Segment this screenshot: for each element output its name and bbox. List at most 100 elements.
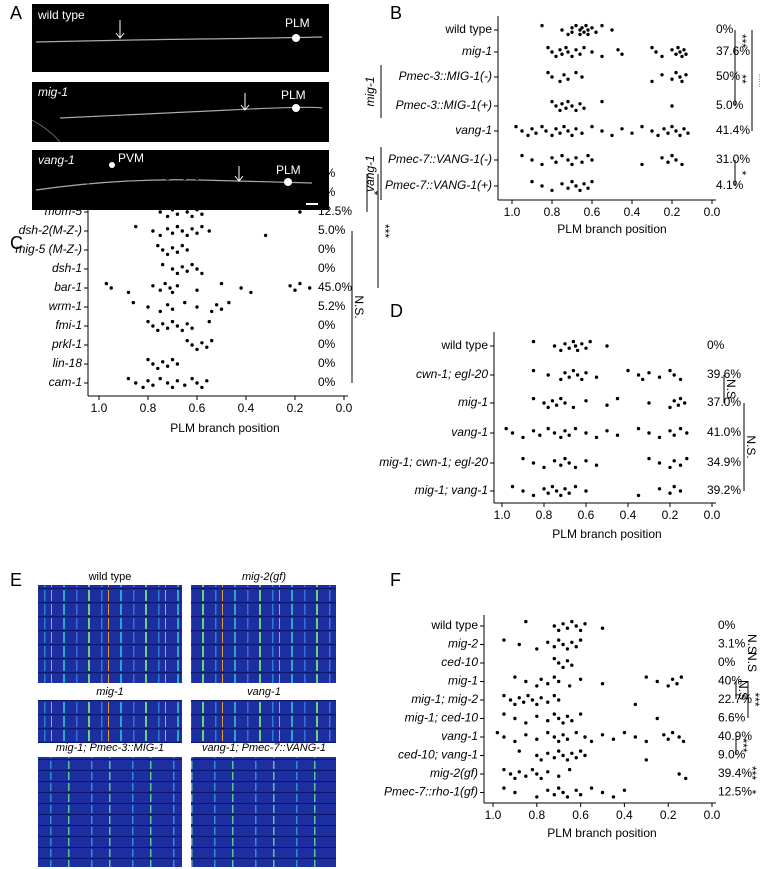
- data-dot: [195, 195, 199, 200]
- data-dot: [570, 619, 574, 624]
- data-dot: [552, 344, 557, 348]
- data-dot: [578, 628, 583, 633]
- percent-label: 31.0%: [716, 152, 750, 166]
- data-dot: [630, 131, 634, 135]
- significance-label: N.S: [724, 379, 738, 399]
- data-dot: [675, 682, 679, 686]
- x-tick-label: 0.8: [140, 401, 157, 415]
- data-dot: [586, 153, 590, 158]
- panel-letter: B: [390, 3, 402, 23]
- data-dot: [666, 131, 670, 135]
- data-dot: [540, 184, 544, 188]
- panel-letter: A: [10, 3, 22, 23]
- x-tick-label: 0.8: [536, 508, 553, 522]
- data-dot: [550, 99, 554, 104]
- data-dot: [584, 23, 588, 28]
- data-dot: [546, 45, 550, 50]
- data-dot: [561, 753, 565, 758]
- data-dot: [535, 795, 539, 799]
- data-dot: [578, 32, 582, 37]
- percent-label: 0%: [707, 338, 725, 352]
- data-dot: [156, 328, 160, 333]
- cell-label: PLM: [285, 16, 310, 30]
- x-tick-label: 0.2: [664, 205, 681, 219]
- data-dot: [126, 376, 131, 381]
- data-dot: [175, 174, 180, 178]
- data-dot: [678, 396, 683, 401]
- data-dot: [676, 403, 681, 407]
- data-dot: [531, 429, 536, 433]
- data-dot: [594, 435, 599, 440]
- significance-label: ***: [736, 738, 750, 752]
- data-dot: [185, 338, 189, 343]
- data-dot: [546, 770, 550, 774]
- data-dot: [561, 733, 565, 737]
- data-dot: [531, 461, 536, 465]
- data-dot: [185, 322, 189, 326]
- data-dot: [600, 99, 604, 104]
- data-dot: [573, 484, 578, 489]
- data-dot: [185, 248, 189, 252]
- data-dot: [546, 70, 550, 75]
- percent-label: 0%: [318, 261, 336, 275]
- data-dot: [521, 700, 526, 704]
- data-dot: [158, 233, 162, 238]
- data-dot: [574, 48, 578, 52]
- data-dot: [567, 684, 572, 688]
- data-dot: [633, 735, 638, 739]
- data-dot: [200, 341, 204, 345]
- data-dot: [513, 776, 517, 781]
- data-dot: [563, 487, 567, 491]
- category-label: mig-1: [462, 44, 492, 58]
- data-dot: [571, 405, 576, 410]
- data-dot: [567, 346, 571, 350]
- data-dot: [151, 324, 155, 328]
- data-dot: [542, 465, 546, 470]
- data-dot: [552, 793, 557, 797]
- data-dot: [682, 127, 686, 131]
- x-tick-label: 0.0: [704, 205, 721, 219]
- data-dot: [185, 210, 189, 214]
- data-dot: [552, 624, 557, 628]
- data-dot: [578, 102, 582, 106]
- significance-label: N.S: [745, 652, 759, 672]
- x-tick-label: 0.0: [704, 508, 721, 522]
- data-dot: [560, 52, 564, 56]
- category-label: vang-1: [451, 425, 488, 439]
- data-dot: [531, 396, 536, 401]
- data-dot: [610, 133, 614, 138]
- data-dot: [195, 305, 199, 309]
- panel-letter: F: [390, 570, 401, 590]
- data-dot: [165, 364, 170, 368]
- data-dot: [170, 231, 175, 235]
- data-dot: [151, 205, 155, 210]
- data-dot: [557, 786, 561, 790]
- category-label: dsh-2(M-Z-): [19, 223, 82, 237]
- category-label: Pmec-3::MIG-1(-): [399, 69, 492, 83]
- data-dot: [578, 638, 583, 642]
- percent-label: 0%: [718, 655, 736, 669]
- data-dot: [600, 54, 604, 59]
- data-dot: [559, 493, 563, 498]
- significance-label: ***: [735, 34, 749, 48]
- data-dot: [594, 375, 599, 379]
- data-dot: [600, 626, 605, 630]
- significance-label: N.S: [736, 680, 750, 700]
- data-dot: [546, 751, 550, 755]
- category-label: mig-1; cwn-1; egl-20: [379, 455, 488, 469]
- data-dot: [626, 368, 630, 373]
- data-dot: [156, 243, 160, 248]
- data-dot: [293, 205, 297, 210]
- data-dot: [680, 54, 684, 59]
- genotype-label: vang-1: [38, 153, 75, 167]
- data-dot: [670, 48, 674, 52]
- data-dot: [546, 405, 550, 410]
- data-dot: [219, 167, 224, 172]
- data-dot: [567, 461, 571, 465]
- data-dot: [575, 373, 580, 377]
- micrograph: vang-1 PVM PLM: [32, 150, 329, 210]
- data-dot: [574, 23, 578, 28]
- x-tick-label: 0.4: [238, 401, 255, 415]
- data-dot: [570, 54, 574, 59]
